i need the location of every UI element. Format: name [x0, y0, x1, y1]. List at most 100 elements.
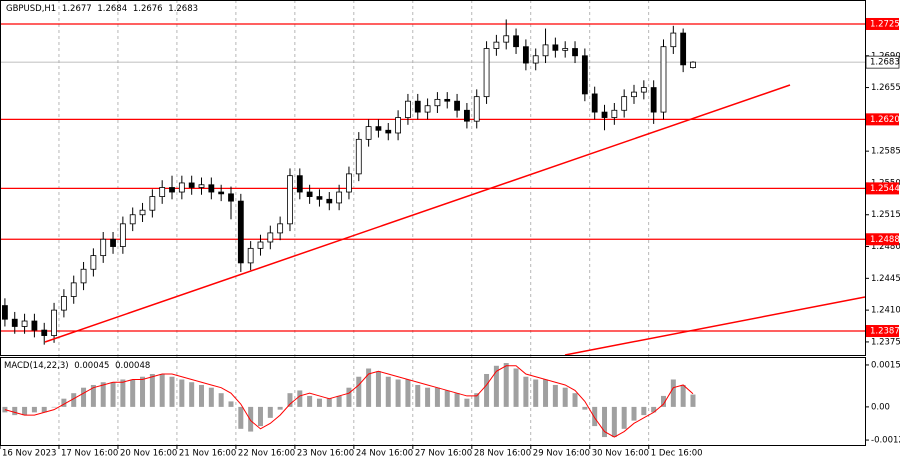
macd-bar	[434, 387, 440, 407]
signal-line	[4, 365, 694, 438]
candle-body	[31, 320, 38, 331]
level-label: 1.2725	[870, 19, 900, 29]
candle-body	[631, 91, 637, 98]
macd-bar	[346, 387, 352, 407]
macd-bar	[120, 379, 126, 407]
candle-body	[395, 117, 401, 134]
open-value: 1.2677	[62, 4, 92, 14]
candle-body	[277, 223, 284, 234]
candle-body	[621, 96, 628, 111]
x-tick-label: 28 Nov 16:00	[474, 449, 531, 459]
candle-body	[493, 41, 500, 49]
candle-body	[385, 129, 392, 134]
macd-bar	[208, 387, 214, 407]
macd-bar	[257, 406, 263, 427]
macd-bar	[670, 379, 676, 407]
candle-body	[346, 173, 352, 193]
x-tick-label: 27 Nov 16:00	[415, 449, 472, 459]
candle-body	[601, 111, 608, 118]
macd-bar	[405, 379, 411, 407]
x-tick-label: 1 Dec 16:00	[651, 449, 703, 459]
macd-bar	[199, 384, 205, 407]
y-tick-label: 1.2480	[871, 242, 900, 252]
macd-bar	[680, 384, 686, 407]
macd-bar	[415, 384, 421, 407]
y-tick-label: 0.00153	[871, 360, 900, 370]
candle-body	[316, 196, 323, 200]
candle-body	[149, 196, 156, 211]
macd-bar	[61, 398, 67, 407]
y-tick-label: 0.00	[871, 402, 890, 412]
candle-body	[326, 198, 333, 204]
macd-bar	[228, 401, 234, 407]
high-value: 1.2684	[97, 4, 127, 14]
macd-bar	[631, 406, 637, 421]
candle-body	[503, 35, 510, 43]
candle-body	[650, 87, 657, 113]
low-value: 1.2676	[133, 4, 163, 14]
candle-body	[660, 46, 667, 113]
candle-body	[228, 193, 234, 202]
level-label-box	[866, 113, 899, 126]
candle-body	[169, 187, 175, 193]
candle-body	[139, 209, 146, 216]
macd-bar	[238, 406, 244, 429]
macd-bar	[425, 387, 431, 407]
candle-body	[336, 191, 343, 204]
candle-body	[51, 309, 57, 336]
x-tick-label: 20 Nov 16:00	[120, 449, 177, 459]
level-label-box	[866, 182, 899, 195]
candle-body	[581, 55, 588, 95]
candle-body	[414, 100, 421, 113]
macd-bar	[611, 406, 617, 438]
candle-body	[473, 96, 480, 122]
macd-bar	[287, 393, 293, 407]
candle-body	[591, 93, 598, 113]
level-label-box	[866, 325, 899, 338]
x-tick-label: 29 Nov 16:00	[533, 449, 590, 459]
level-label: 1.2544	[870, 184, 900, 194]
candle-body	[90, 255, 97, 270]
macd-header: MACD(14,22,3) 0.00045 0.00048	[4, 361, 150, 371]
candle-body	[21, 320, 28, 327]
macd-bar	[297, 390, 303, 407]
candle-body	[208, 184, 215, 193]
candle-body	[670, 32, 677, 48]
candle-body	[680, 32, 687, 66]
candle-body	[355, 138, 362, 175]
candle-body	[41, 329, 48, 336]
macd-bar	[543, 379, 549, 407]
y-tick-label: -0.00121	[871, 436, 900, 446]
candle-body	[119, 223, 126, 247]
candle-body	[434, 98, 441, 107]
candle-body	[306, 191, 313, 197]
candle-body	[80, 268, 87, 284]
macd-bar	[385, 376, 391, 407]
candle-body	[464, 109, 470, 122]
macd-bar	[51, 406, 57, 408]
macd-bar	[2, 406, 8, 413]
level-label-box	[866, 17, 899, 30]
level-label-box	[866, 233, 899, 246]
candle-body	[296, 175, 303, 193]
x-tick-label: 17 Nov 16:00	[61, 449, 118, 459]
candle-body	[178, 182, 185, 193]
macd-bar	[572, 393, 578, 407]
close-value: 1.2683	[168, 4, 198, 14]
candle-body	[375, 126, 382, 131]
macd-bar	[444, 390, 450, 407]
macd-bar	[81, 387, 87, 407]
macd-panel-frame	[0, 357, 866, 446]
level-label: 1.2488	[870, 235, 900, 245]
candle-body	[100, 238, 107, 257]
macd-bar	[336, 395, 342, 407]
macd-bar	[592, 406, 598, 427]
symbol: GBPUSD,H1	[6, 4, 56, 14]
candle-body	[483, 48, 490, 98]
macd-value: 0.00045	[74, 361, 109, 371]
candle-body	[522, 46, 529, 64]
macd-bar	[316, 398, 322, 407]
candle-body	[188, 182, 195, 188]
x-tick-label: 21 Nov 16:00	[179, 449, 236, 459]
macd-bar	[523, 376, 529, 407]
